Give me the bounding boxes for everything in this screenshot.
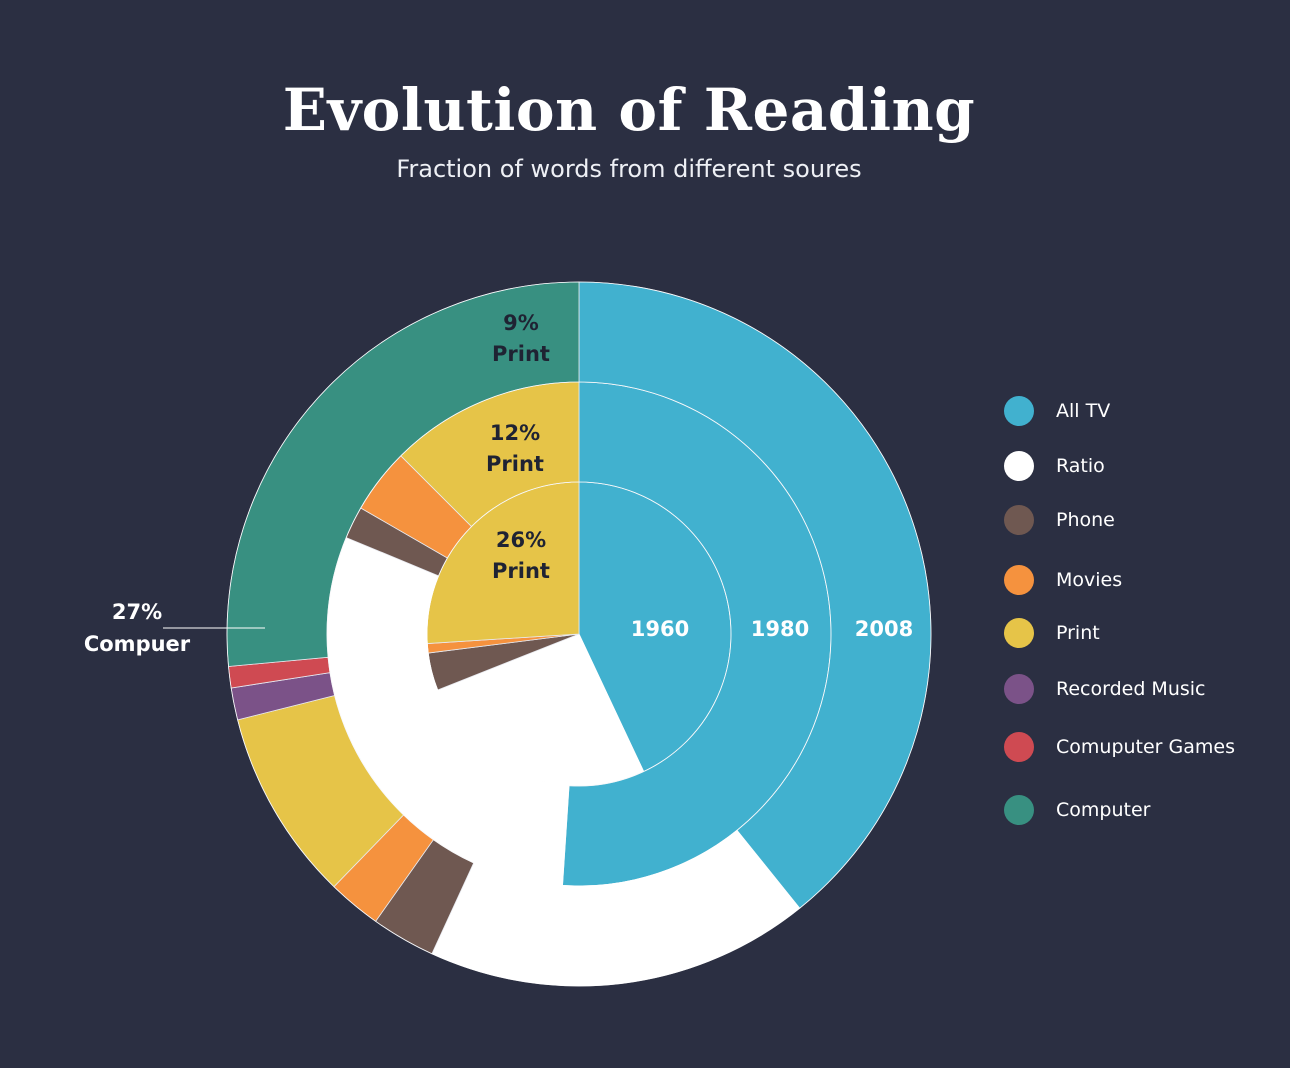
legend-swatch bbox=[1004, 565, 1034, 595]
legend-swatch bbox=[1004, 505, 1034, 535]
data-label-text-2008-print: Print bbox=[492, 342, 550, 366]
legend-item-recorded-music[interactable]: Recorded Music bbox=[1004, 674, 1206, 704]
legend-label: Print bbox=[1056, 622, 1100, 644]
legend-item-phone[interactable]: Phone bbox=[1004, 505, 1115, 535]
legend-label: Comuputer Games bbox=[1056, 736, 1235, 758]
legend-swatch bbox=[1004, 396, 1034, 426]
legend-item-computer-games[interactable]: Comuputer Games bbox=[1004, 732, 1235, 762]
legend-label: Phone bbox=[1056, 509, 1115, 531]
data-label-text-1960-print: Print bbox=[492, 559, 550, 583]
legend-label: Movies bbox=[1056, 569, 1123, 591]
data-label-value-1980-print: 12% bbox=[490, 421, 540, 445]
legend-label: All TV bbox=[1056, 400, 1111, 422]
legend-swatch bbox=[1004, 618, 1034, 648]
series-label-2008: 2008 bbox=[855, 617, 913, 641]
chart-title: Evolution of Reading bbox=[282, 76, 976, 144]
data-label-value-2008-print: 9% bbox=[503, 311, 539, 335]
legend-swatch bbox=[1004, 451, 1034, 481]
series-label-1980: 1980 bbox=[751, 617, 809, 641]
data-label-text-1980-print: Print bbox=[486, 452, 544, 476]
legend-item-print[interactable]: Print bbox=[1004, 618, 1100, 648]
ring-outline-2008 bbox=[226, 281, 932, 987]
legend-label: Computer bbox=[1056, 799, 1151, 821]
legend-item-computer[interactable]: Computer bbox=[1004, 795, 1150, 825]
data-label-value-1960-print: 26% bbox=[496, 528, 546, 552]
series-label-1960: 1960 bbox=[631, 617, 689, 641]
ring-outline-1960 bbox=[426, 481, 732, 787]
legend-item-ratio[interactable]: Ratio bbox=[1004, 451, 1105, 481]
data-label-text-2008-computer: Compuer bbox=[84, 632, 191, 656]
chart-subtitle: Fraction of words from different soures bbox=[396, 155, 862, 183]
legend-label: Recorded Music bbox=[1056, 678, 1206, 700]
legend-swatch bbox=[1004, 795, 1034, 825]
legend-item-movies[interactable]: Movies bbox=[1004, 565, 1122, 595]
ring-outline-1980 bbox=[326, 381, 832, 887]
data-label-value-2008-computer: 27% bbox=[112, 600, 162, 624]
legend-label: Ratio bbox=[1056, 455, 1105, 477]
legend-item-all-tv[interactable]: All TV bbox=[1004, 396, 1110, 426]
legend-swatch bbox=[1004, 732, 1034, 762]
legend-swatch bbox=[1004, 674, 1034, 704]
